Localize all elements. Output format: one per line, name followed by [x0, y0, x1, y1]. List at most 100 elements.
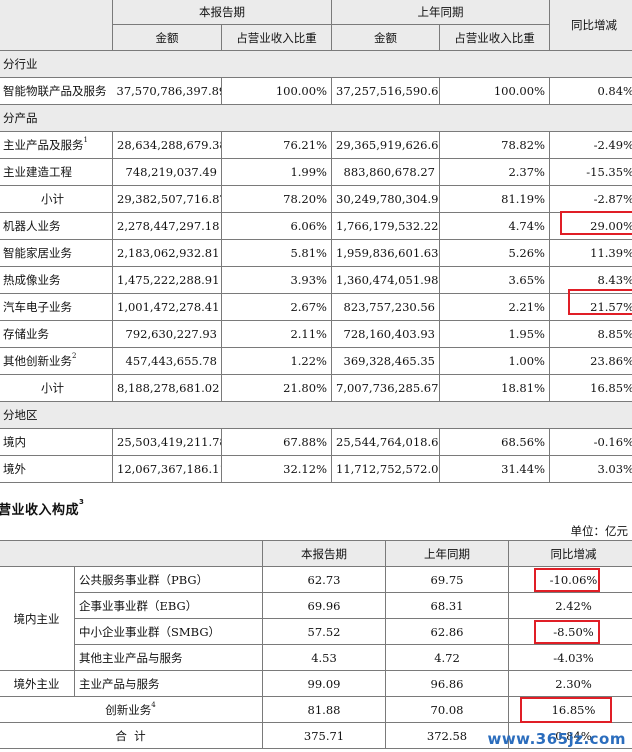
footnote-marker: 3: [79, 498, 85, 506]
row-label: 企事业事业群（EBG）: [74, 592, 263, 619]
prior-ratio: 31.44%: [439, 455, 550, 483]
row-label: 创新业务4: [0, 696, 263, 723]
current-ratio: 5.81%: [221, 239, 332, 267]
prior-ratio: 1.95%: [439, 320, 550, 348]
header-blank: [0, 0, 113, 51]
yoy-change: -10.06%: [508, 566, 632, 593]
prior-value: 68.31: [385, 592, 509, 619]
prior-value: 4.72: [385, 644, 509, 671]
highlight-box-smbg-yoy: [534, 620, 600, 644]
yoy-change: -0.16%: [549, 428, 632, 456]
revenue-breakdown-table: 本报告期 上年同期 同比增减 金额 占营业收入比重 金额 占营业收入比重 分行业…: [0, 0, 632, 483]
current-value: 62.73: [262, 566, 386, 593]
current-ratio: 78.20%: [221, 185, 332, 213]
prior-value: 62.86: [385, 618, 509, 645]
current-ratio: 6.06%: [221, 212, 332, 240]
header-current-ratio: 占营业收入比重: [221, 24, 332, 51]
subtotal-row: 小计 8,188,278,681.02 21.80% 7,007,736,285…: [0, 374, 632, 402]
yoy-change: -4.03%: [508, 644, 632, 671]
table-row: 境外主业 主业产品与服务 99.09 96.86 2.30%: [0, 670, 632, 697]
row-label: 其他主业产品与服务: [74, 644, 263, 671]
row-label: 境外: [0, 455, 113, 483]
prior-amount: 30,249,780,304.95: [331, 185, 440, 213]
current-value: 375.71: [262, 722, 386, 749]
prior-ratio: 68.56%: [439, 428, 550, 456]
yoy-change: 11.39%: [549, 239, 632, 267]
table-row: 智能物联产品及服务 37,570,786,397.89 100.00% 37,2…: [0, 77, 632, 105]
row-label: 小计: [0, 374, 113, 402]
table-row: 存储业务 792,630,227.93 2.11% 728,160,403.93…: [0, 320, 632, 348]
yoy-change: 8.85%: [549, 320, 632, 348]
current-ratio: 2.11%: [221, 320, 332, 348]
group-domestic: 境内主业: [0, 566, 75, 671]
current-amount: 2,183,062,932.81: [112, 239, 222, 267]
row-label: 境内: [0, 428, 113, 456]
prior-amount: 29,365,919,626.68: [331, 131, 440, 159]
yoy-change: 29.00%: [549, 212, 632, 240]
current-amount: 792,630,227.93: [112, 320, 222, 348]
current-amount: 12,067,367,186.11: [112, 455, 222, 483]
header-prior-period: 上年同期: [385, 540, 509, 567]
yoy-change: 0.84%: [549, 77, 632, 105]
yoy-change: 2.42%: [508, 592, 632, 619]
table-row: 其他主业产品与服务 4.53 4.72 -4.03%: [0, 644, 632, 671]
prior-ratio: 1.00%: [439, 347, 550, 375]
header-yoy: 同比增减: [508, 540, 632, 567]
footnote-marker: 1: [83, 136, 88, 144]
table-row: 汽车电子业务 1,001,472,278.41 2.67% 823,757,23…: [0, 293, 632, 321]
current-ratio: 32.12%: [221, 455, 332, 483]
current-amount: 25,503,419,211.78: [112, 428, 222, 456]
table-row: 企事业事业群（EBG） 69.96 68.31 2.42%: [0, 592, 632, 619]
prior-value: 70.08: [385, 696, 509, 723]
group-overseas: 境外主业: [0, 670, 75, 697]
highlight-box-innovation-yoy: [520, 697, 612, 723]
table-row: 主业建造工程 748,219,037.49 1.99% 883,860,678.…: [0, 158, 632, 186]
row-label: 热成像业务: [0, 266, 113, 294]
current-value: 69.96: [262, 592, 386, 619]
section-title: 营业收入构成3: [0, 498, 85, 518]
prior-amount: 37,257,516,590.62: [331, 77, 440, 105]
row-label: 汽车电子业务: [0, 293, 113, 321]
yoy-change: 16.85%: [549, 374, 632, 402]
prior-value: 96.86: [385, 670, 509, 697]
row-label: 主业产品及服务1: [0, 131, 113, 159]
prior-amount: 25,544,764,018.60: [331, 428, 440, 456]
yoy-change: -2.49%: [549, 131, 632, 159]
prior-ratio: 81.19%: [439, 185, 550, 213]
current-value: 99.09: [262, 670, 386, 697]
section-product: 分产品: [0, 104, 632, 132]
footnote-marker: 2: [72, 352, 77, 360]
current-amount: 1,475,222,288.91: [112, 266, 222, 294]
current-amount: 2,278,447,297.18: [112, 212, 222, 240]
current-ratio: 1.99%: [221, 158, 332, 186]
yoy-change: 2.30%: [508, 670, 632, 697]
current-amount: 1,001,472,278.41: [112, 293, 222, 321]
highlight-box-robot-yoy: [560, 211, 632, 235]
prior-amount: 1,959,836,601.63: [331, 239, 440, 267]
row-label: 智能家居业务: [0, 239, 113, 267]
table-row: 其他创新业务2 457,443,655.78 1.22% 369,328,465…: [0, 347, 632, 375]
highlight-box-auto-yoy: [568, 289, 632, 315]
header-prior-ratio: 占营业收入比重: [439, 24, 550, 51]
row-label: 机器人业务: [0, 212, 113, 240]
table-row: 智能家居业务 2,183,062,932.81 5.81% 1,959,836,…: [0, 239, 632, 267]
prior-amount: 883,860,678.27: [331, 158, 440, 186]
header-current-period: 本报告期: [262, 540, 386, 567]
row-label: 中小企业事业群（SMBG）: [74, 618, 263, 645]
current-value: 4.53: [262, 644, 386, 671]
current-ratio: 21.80%: [221, 374, 332, 402]
prior-ratio: 100.00%: [439, 77, 550, 105]
prior-ratio: 4.74%: [439, 212, 550, 240]
header-prior-period: 上年同期: [331, 0, 550, 25]
section-region: 分地区: [0, 401, 632, 429]
yoy-change: -15.35%: [549, 158, 632, 186]
prior-amount: 823,757,230.56: [331, 293, 440, 321]
current-amount: 8,188,278,681.02: [112, 374, 222, 402]
header-current-amount: 金额: [112, 24, 222, 51]
yoy-change: -2.87%: [549, 185, 632, 213]
table-row: 境外 12,067,367,186.11 32.12% 11,712,752,5…: [0, 455, 632, 483]
prior-ratio: 5.26%: [439, 239, 550, 267]
subtotal-row: 小计 29,382,507,716.87 78.20% 30,249,780,3…: [0, 185, 632, 213]
row-label: 主业产品与服务: [74, 670, 263, 697]
prior-ratio: 3.65%: [439, 266, 550, 294]
